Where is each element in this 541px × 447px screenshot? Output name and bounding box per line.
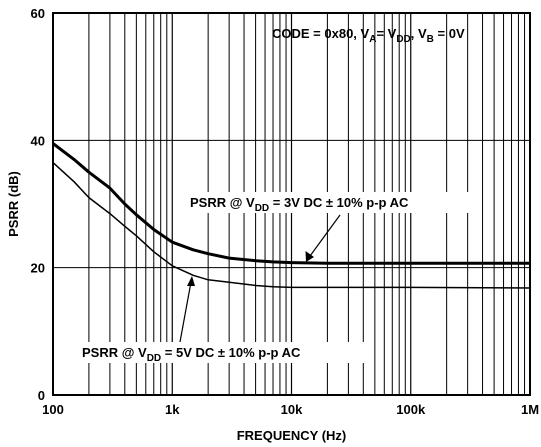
x-tick-label: 1k [165, 402, 180, 417]
series-label-3v-prefix: PSRR @ V [190, 195, 255, 210]
series-label-5v-sub: DD [147, 353, 161, 364]
series-label-3v-suffix: = 3V DC ± 10% p-p AC [269, 195, 409, 210]
series-label-3v-background [186, 192, 472, 213]
series-layer [52, 142, 531, 289]
x-axis-label: FREQUENCY (Hz) [237, 428, 347, 443]
x-tick-label: 1M [521, 402, 539, 417]
y-tick-label: 20 [31, 261, 45, 276]
series-label-5v-arrow [179, 281, 192, 343]
y-tick-label: 60 [31, 6, 45, 21]
plot-frame [52, 12, 531, 396]
series-line-5v [52, 162, 531, 289]
condition-mid-2: , V [411, 26, 427, 41]
x-tick-label: 10k [281, 402, 303, 417]
y-axis-label: PSRR (dB) [6, 171, 21, 237]
condition-main: CODE = 0x80, V [272, 26, 370, 41]
condition-tail: = 0V [434, 26, 465, 41]
condition-sub-a: A [369, 34, 376, 45]
series-label-5v-text: PSRR @ VDD = 5V DC ± 10% p-p AC [82, 345, 301, 364]
x-tick-label: 100k [396, 402, 426, 417]
condition-sub-dd: DD [396, 34, 410, 45]
y-tick-label: 40 [31, 133, 45, 148]
y-tick-label: 0 [38, 388, 45, 403]
series-label-5v-arrowhead [187, 276, 195, 286]
tick-labels: 100 1k 10k 100k 1M 0 20 40 60 [31, 6, 540, 417]
series-label-5v-prefix: PSRR @ V [82, 345, 147, 360]
series-line-3v [52, 142, 530, 265]
x-tick-label: 100 [42, 402, 64, 417]
series-label-5v-suffix: = 5V DC ± 10% p-p AC [161, 345, 301, 360]
condition-sub-b: B [427, 34, 434, 45]
series-label-3v-text: PSRR @ VDD = 3V DC ± 10% p-p AC [190, 195, 409, 214]
series-label-3v: PSRR @ VDD = 3V DC ± 10% p-p AC [186, 192, 472, 262]
series-label-5v-background [78, 342, 364, 363]
series-label-5v: PSRR @ VDD = 5V DC ± 10% p-p AC [78, 276, 364, 364]
condition-mid-1: = V [376, 26, 396, 41]
series-label-3v-arrow [309, 214, 341, 257]
condition-annotation: CODE = 0x80, VA= VDD, VB = 0V [272, 26, 465, 45]
series-label-3v-sub: DD [255, 203, 269, 214]
series-label-3v-arrowhead [305, 251, 314, 262]
